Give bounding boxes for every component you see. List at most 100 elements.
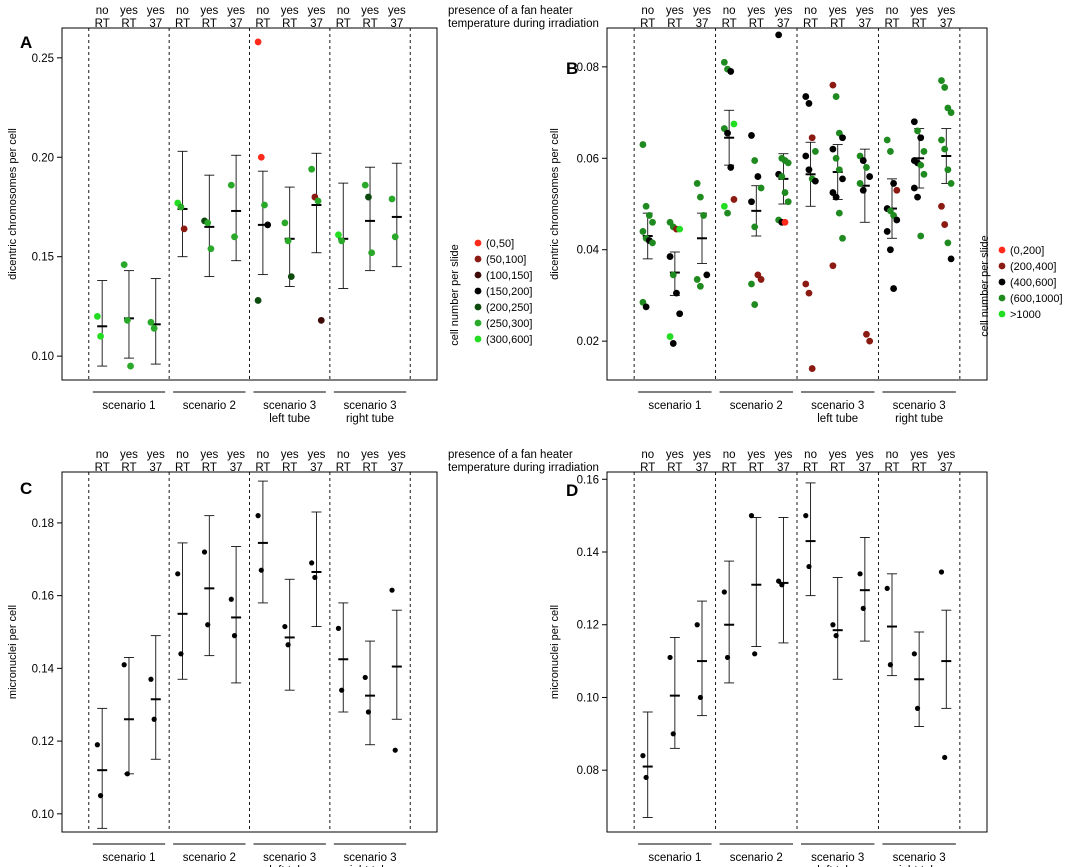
data-point bbox=[860, 605, 866, 611]
condition-group bbox=[694, 600, 707, 717]
data-point bbox=[643, 774, 649, 781]
data-point bbox=[730, 196, 738, 203]
legend-label: (100,150] bbox=[486, 270, 532, 282]
data-point bbox=[94, 742, 100, 748]
condition-group bbox=[856, 148, 874, 345]
data-point bbox=[676, 225, 684, 233]
data-point bbox=[914, 193, 921, 201]
data-point bbox=[231, 633, 238, 639]
data-point bbox=[365, 193, 372, 201]
condition-label: yes bbox=[200, 449, 218, 461]
data-point bbox=[124, 771, 130, 777]
data-point bbox=[839, 175, 846, 183]
data-point bbox=[839, 134, 846, 142]
legend-label: (200,400] bbox=[1010, 261, 1056, 273]
scenario-label: scenario 3 bbox=[893, 852, 946, 864]
condition-label: RT bbox=[282, 18, 297, 30]
data-point bbox=[748, 132, 755, 139]
legend-label: (300,600] bbox=[486, 334, 532, 346]
data-point bbox=[802, 93, 810, 100]
data-point bbox=[389, 587, 395, 593]
condition-group bbox=[148, 635, 161, 760]
condition-label: RT bbox=[121, 18, 136, 30]
scenario-label: scenario 1 bbox=[648, 400, 701, 412]
data-point bbox=[730, 120, 738, 128]
condition-group bbox=[857, 537, 870, 642]
condition-label: 37 bbox=[390, 18, 403, 30]
data-point bbox=[917, 134, 925, 142]
condition-label: RT bbox=[362, 18, 377, 30]
data-point bbox=[890, 180, 897, 187]
legend-swatch bbox=[474, 287, 482, 295]
data-point bbox=[805, 100, 813, 107]
condition-label: yes bbox=[308, 449, 326, 461]
data-point bbox=[282, 623, 288, 630]
condition-group bbox=[910, 118, 928, 240]
data-point bbox=[829, 145, 837, 153]
condition-label: yes bbox=[388, 5, 406, 17]
data-point bbox=[835, 209, 843, 217]
data-point bbox=[914, 127, 921, 135]
data-point bbox=[884, 585, 890, 591]
condition-label: 37 bbox=[310, 18, 323, 30]
data-point bbox=[227, 181, 235, 189]
data-point bbox=[830, 622, 836, 628]
header-temperature: temperature during irradiation bbox=[448, 462, 599, 474]
data-point bbox=[941, 221, 949, 228]
data-point bbox=[944, 166, 952, 174]
data-point bbox=[666, 253, 674, 260]
legend-label: (400,600] bbox=[1010, 277, 1056, 289]
legend-label: (50,100] bbox=[486, 254, 526, 266]
condition-group bbox=[175, 542, 188, 680]
y-tick-label: 0.18 bbox=[32, 518, 54, 530]
data-point bbox=[123, 316, 131, 324]
condition-label: 37 bbox=[310, 462, 323, 474]
data-point bbox=[724, 129, 731, 137]
scenario-label: scenario 2 bbox=[183, 400, 236, 412]
legend-label: (150,200] bbox=[486, 286, 532, 298]
condition-label: RT bbox=[749, 18, 764, 30]
data-point bbox=[859, 186, 867, 194]
data-point bbox=[839, 234, 846, 242]
legend-label: >1000 bbox=[1010, 309, 1041, 321]
data-point bbox=[832, 93, 840, 100]
condition-label: yes bbox=[693, 5, 711, 17]
panel-label: D bbox=[566, 481, 578, 500]
data-point bbox=[938, 136, 945, 144]
condition-label: RT bbox=[722, 18, 737, 30]
panel-d: D 0.08 0.10 0.12 0.14 0.16 micronuclei per cel… bbox=[549, 449, 988, 867]
scenario-label: scenario 3 bbox=[263, 852, 316, 864]
y-axis-label: micronuclei per cell bbox=[7, 605, 19, 699]
data-point bbox=[938, 202, 945, 210]
data-point bbox=[338, 237, 346, 245]
condition-label: RT bbox=[667, 462, 682, 474]
condition-label: RT bbox=[175, 462, 190, 474]
data-point bbox=[703, 271, 711, 279]
data-point bbox=[835, 166, 843, 174]
data-point bbox=[254, 38, 262, 46]
condition-group bbox=[228, 546, 242, 684]
condition-group bbox=[640, 711, 653, 818]
data-point bbox=[639, 141, 647, 148]
condition-label: RT bbox=[202, 18, 217, 30]
data-point bbox=[942, 754, 948, 761]
data-point bbox=[832, 154, 840, 162]
data-point bbox=[649, 239, 656, 247]
scenario-label: scenario 1 bbox=[648, 852, 701, 864]
data-point bbox=[914, 705, 921, 711]
y-tick-label: 0.16 bbox=[32, 591, 54, 603]
condition-label: yes bbox=[937, 5, 955, 17]
data-point bbox=[893, 216, 901, 224]
condition-label: yes bbox=[281, 5, 299, 17]
condition-label: 37 bbox=[777, 18, 790, 30]
data-point bbox=[697, 282, 704, 290]
condition-label: RT bbox=[282, 462, 297, 474]
condition-group bbox=[389, 587, 402, 753]
condition-group bbox=[335, 182, 349, 289]
scenario-sublabel: left tube bbox=[269, 865, 310, 867]
data-point bbox=[257, 153, 265, 161]
condition-group bbox=[201, 174, 215, 278]
data-point bbox=[180, 225, 188, 233]
data-point bbox=[754, 173, 762, 180]
data-point bbox=[751, 223, 759, 231]
